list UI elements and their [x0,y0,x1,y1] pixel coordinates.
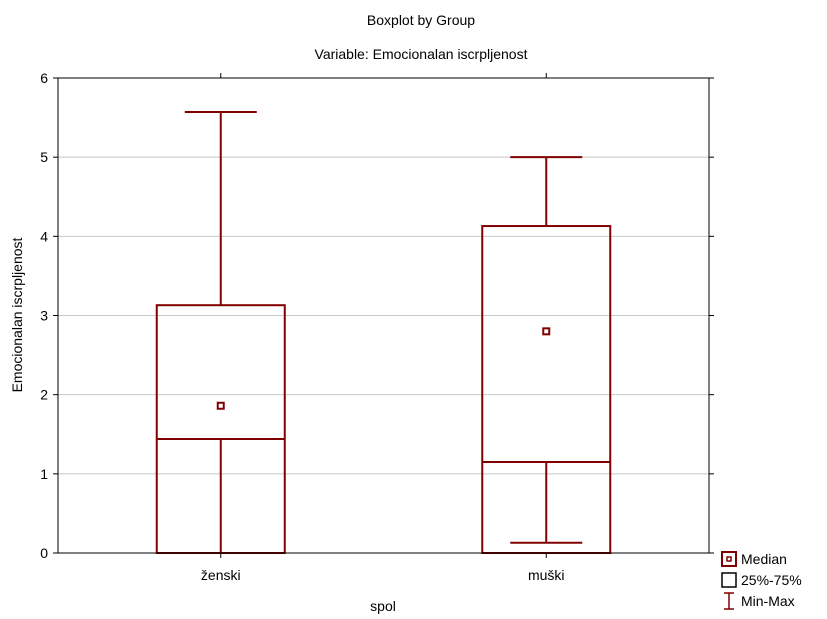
y-tick-label: 4 [40,228,48,244]
median-point [216,401,225,410]
legend-item: Min-Max [724,592,795,610]
gridlines [58,156,709,475]
legend-item: Median [721,551,787,567]
legend: Median 25%-75% Min-Max [721,551,802,610]
y-tick-label: 6 [40,70,48,86]
y-axis-label: Emocionalan iscrpljenost [9,237,25,392]
x-axis: ženski muški [201,73,565,583]
x-tick-label: muški [528,567,565,583]
legend-label: Median [741,551,787,567]
y-axis: 0 1 2 3 4 5 6 [40,70,714,561]
y-tick-label: 0 [40,545,48,561]
box-group [155,111,286,555]
y-tick-label: 3 [40,308,48,324]
y-tick-label: 1 [40,466,48,482]
chart-subtitle: Variable: Emocionalan iscrpljenost [315,46,528,62]
square-point-icon-inner [726,556,732,562]
box-icon [721,572,737,588]
y-tick-label: 5 [40,149,48,165]
chart-title: Boxplot by Group [367,12,475,28]
box-group [481,156,612,555]
legend-item: 25%-75% [721,572,802,588]
legend-label: Min-Max [741,593,795,609]
x-axis-label: spol [370,598,396,614]
y-tick-label: 2 [40,387,48,403]
box-series [155,111,612,555]
legend-label: 25%-75% [741,572,802,588]
x-tick-label: ženski [201,567,241,583]
median-point [542,327,551,336]
